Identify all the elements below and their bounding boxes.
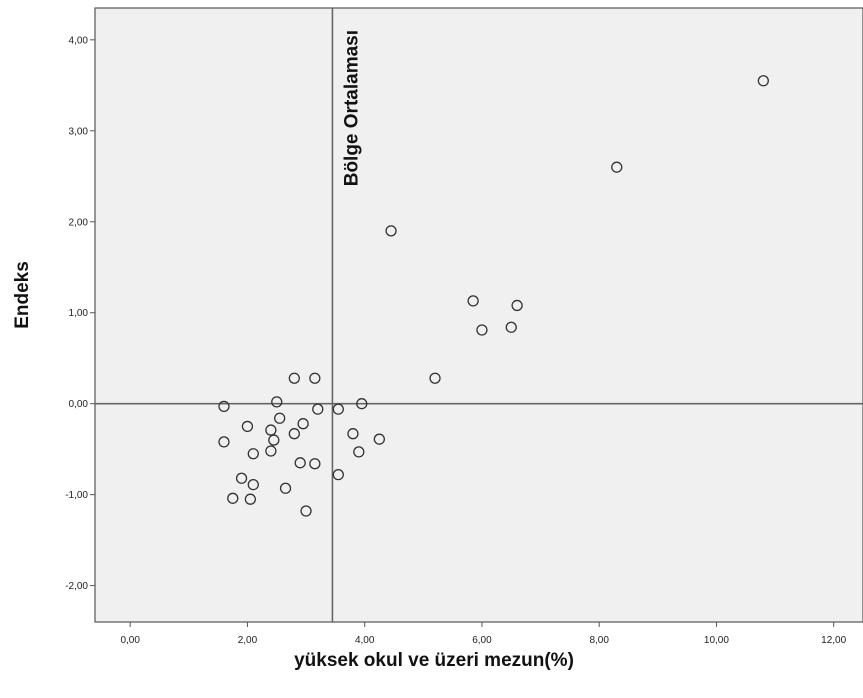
data-point xyxy=(611,161,623,173)
data-point xyxy=(294,457,306,469)
data-point xyxy=(467,295,479,307)
y-tick-label: 1,00 xyxy=(69,308,89,319)
data-point xyxy=(511,299,523,312)
data-point xyxy=(274,412,286,424)
data-point xyxy=(505,321,517,333)
data-point xyxy=(373,433,385,445)
data-points xyxy=(218,75,769,517)
data-point xyxy=(218,436,230,448)
y-tick-label: 4,00 xyxy=(69,35,89,46)
data-point xyxy=(347,428,359,440)
data-point xyxy=(332,468,344,481)
y-tick-label: 0,00 xyxy=(69,399,89,410)
y-tick-label: 2,00 xyxy=(69,217,89,228)
data-point xyxy=(476,324,488,336)
data-point xyxy=(312,403,324,415)
x-tick-label: 12,00 xyxy=(821,635,846,646)
data-point xyxy=(757,75,769,87)
plot-area xyxy=(94,7,863,623)
data-point xyxy=(235,472,248,484)
data-point xyxy=(247,478,259,491)
data-point xyxy=(244,493,257,505)
x-axis: 0,00 2,00 4,00 6,00 8,00 10,00 12,00 xyxy=(120,622,847,646)
data-point xyxy=(279,482,292,494)
x-tick-label: 10,00 xyxy=(704,635,729,646)
x-tick-label: 4,00 xyxy=(355,635,375,646)
data-point xyxy=(265,424,277,436)
y-tick-label: -1,00 xyxy=(65,490,88,501)
data-point xyxy=(297,418,309,430)
data-point xyxy=(353,446,365,458)
x-tick-label: 8,00 xyxy=(589,635,609,646)
data-point xyxy=(356,398,368,410)
reference-lines xyxy=(95,8,863,622)
x-tick-label: 6,00 xyxy=(472,635,492,646)
data-point xyxy=(429,372,441,384)
x-tick-label: 0,00 xyxy=(120,635,140,646)
data-point xyxy=(309,458,321,470)
y-tick-label: 3,00 xyxy=(69,126,89,137)
data-point xyxy=(241,420,254,433)
x-tick-label: 2,00 xyxy=(238,635,258,646)
data-point xyxy=(300,505,312,517)
x-axis-title: yüksek okul ve üzeri mezun(%) xyxy=(294,650,574,671)
y-axis-title: Endeks xyxy=(12,261,33,329)
data-point xyxy=(271,396,283,408)
y-tick-label: -2,00 xyxy=(65,581,88,592)
data-point xyxy=(265,445,277,457)
data-point xyxy=(288,428,300,440)
data-point xyxy=(309,372,321,384)
data-point xyxy=(268,434,280,446)
reference-line-label: Bölge Ortalaması xyxy=(341,30,362,186)
data-point xyxy=(218,400,230,413)
data-point xyxy=(288,372,300,384)
data-point xyxy=(332,403,344,415)
data-point xyxy=(247,448,259,460)
y-axis: -2,00 -1,00 0,00 1,00 2,00 3,00 4,00 xyxy=(65,35,95,592)
data-point xyxy=(227,492,239,504)
data-point xyxy=(385,225,397,237)
